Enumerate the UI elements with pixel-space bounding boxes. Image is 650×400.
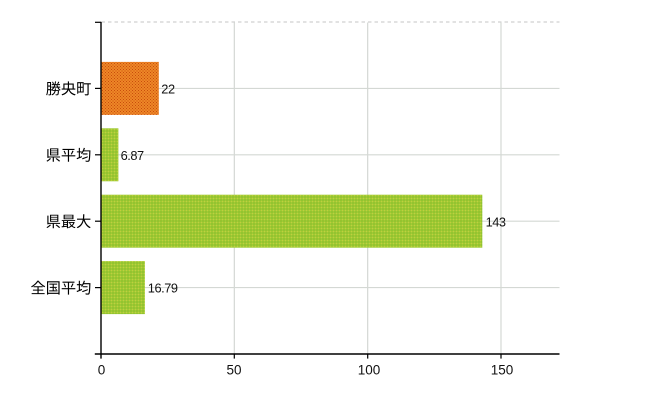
- svg-text:16.79: 16.79: [148, 281, 178, 296]
- svg-text:22: 22: [161, 82, 175, 97]
- svg-text:6.87: 6.87: [121, 148, 144, 163]
- svg-text:0: 0: [98, 362, 106, 377]
- svg-text:150: 150: [491, 362, 514, 377]
- svg-text:143: 143: [486, 214, 506, 229]
- svg-text:100: 100: [358, 362, 381, 377]
- svg-text:50: 50: [226, 362, 241, 377]
